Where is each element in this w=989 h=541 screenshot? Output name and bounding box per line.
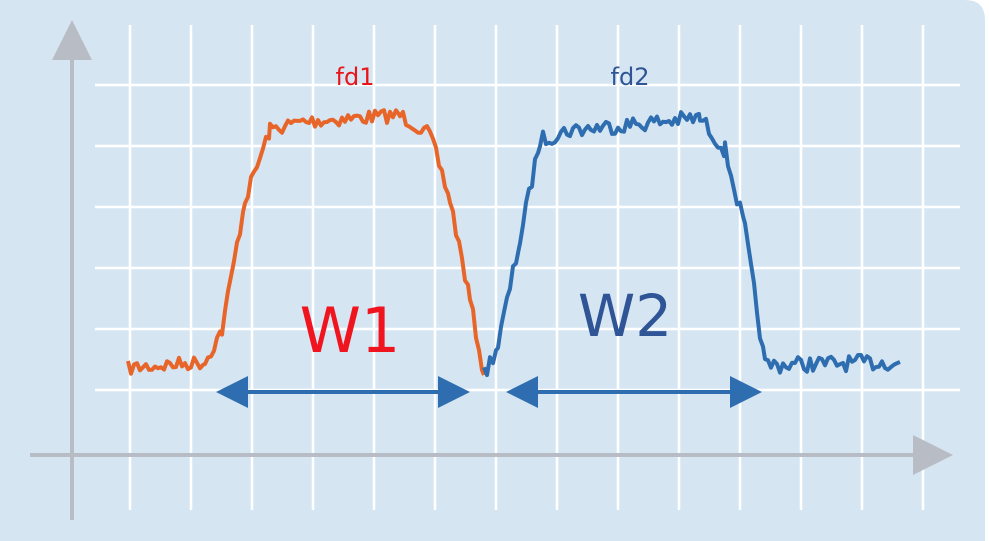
- signal-curve: [482, 110, 901, 377]
- width-label: W1: [300, 294, 401, 367]
- signal-curve: [126, 108, 486, 376]
- width-label: W2: [578, 282, 672, 350]
- signal-label: fd2: [611, 63, 650, 91]
- signal-label: fd1: [336, 63, 375, 91]
- grid: [95, 25, 960, 510]
